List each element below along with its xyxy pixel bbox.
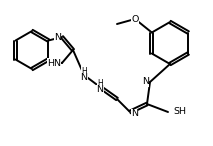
Text: O: O — [131, 14, 139, 24]
Text: N: N — [81, 73, 88, 82]
Text: HN: HN — [47, 59, 61, 67]
Text: N: N — [142, 78, 149, 86]
Text: SH: SH — [173, 107, 186, 117]
Text: H: H — [81, 66, 87, 75]
Text: N: N — [54, 33, 61, 41]
Text: H: H — [97, 79, 103, 87]
Text: N: N — [131, 110, 138, 119]
Text: N: N — [96, 86, 104, 94]
